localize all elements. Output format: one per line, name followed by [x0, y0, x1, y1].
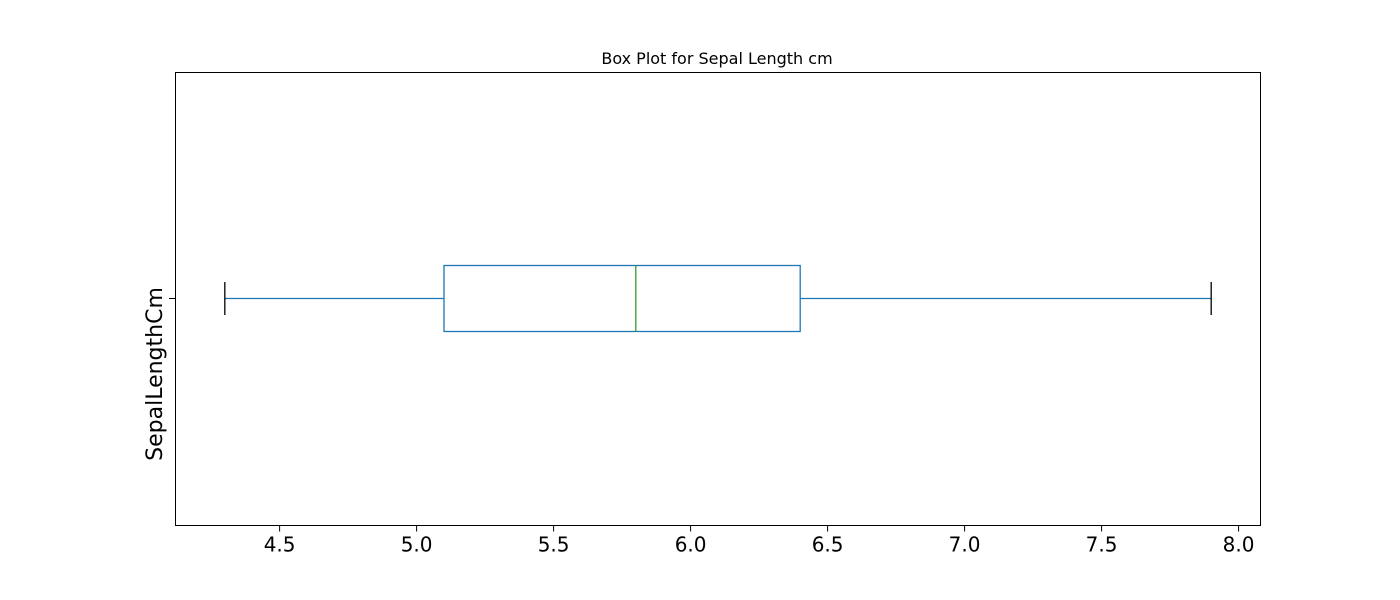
x-tick-label: 4.5 [264, 533, 296, 557]
box-plot-series [224, 264, 1212, 333]
x-tick-label: 6.5 [812, 533, 844, 557]
x-axis: 4.5 5.0 5.5 6.0 6.5 7.0 7.5 8.0 [264, 525, 1255, 557]
chart-title: Box Plot for Sepal Length cm [601, 49, 832, 68]
x-tick-label: 7.0 [949, 533, 981, 557]
y-category-label: SepalLengthCm [143, 287, 168, 461]
x-tick-label: 7.5 [1086, 533, 1118, 557]
interquartile-box [443, 264, 801, 333]
x-tick-label: 5.5 [538, 533, 570, 557]
x-tick-label: 5.0 [401, 533, 433, 557]
x-tick-label: 8.0 [1223, 533, 1255, 557]
x-tick-label: 6.0 [675, 533, 707, 557]
y-axis: SepalLengthCm [143, 287, 176, 461]
